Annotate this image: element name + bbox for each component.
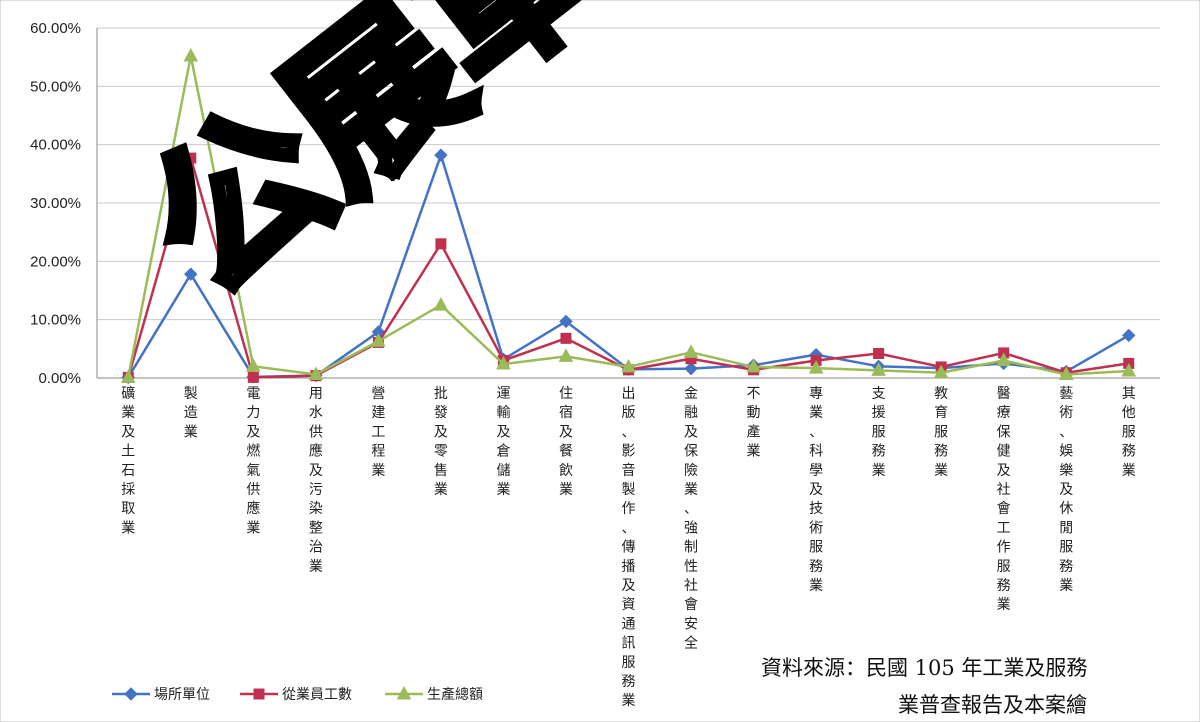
legend-marker bbox=[124, 687, 138, 701]
data-point bbox=[1122, 328, 1136, 343]
legend-label: 從業員工數 bbox=[282, 687, 352, 703]
x-category-label: 不動產業 bbox=[747, 386, 761, 460]
data-point bbox=[684, 361, 698, 376]
data-point bbox=[871, 362, 886, 376]
x-category-label: 醫療保健及社會工作服務業 bbox=[997, 386, 1011, 613]
x-category-label: 用水供應及污染整治業 bbox=[309, 386, 323, 575]
legend-item-2: 從業員工數 bbox=[240, 687, 352, 703]
data-point bbox=[183, 47, 199, 62]
data-point bbox=[746, 358, 761, 373]
data-point bbox=[496, 355, 511, 370]
data-point bbox=[1058, 366, 1074, 380]
x-category-label: 教育服務業 bbox=[934, 386, 948, 479]
series-layer bbox=[120, 47, 1137, 385]
data-point bbox=[873, 348, 885, 359]
x-category-label: 製造業 bbox=[184, 386, 198, 440]
y-tick-label: 40.00% bbox=[30, 137, 81, 154]
x-category-label: 運輸及倉儲業 bbox=[496, 386, 510, 498]
data-point bbox=[560, 332, 572, 344]
x-category-label: 營建工程業 bbox=[371, 386, 385, 479]
data-point bbox=[683, 344, 699, 358]
y-tick-label: 10.00% bbox=[30, 312, 81, 329]
data-point bbox=[245, 358, 261, 372]
data-point bbox=[621, 358, 636, 373]
x-category-label: 批發及零售業 bbox=[434, 386, 448, 498]
y-tick-label: 60.00% bbox=[30, 20, 81, 37]
y-tick-label: 30.00% bbox=[30, 195, 81, 212]
data-point bbox=[120, 369, 136, 383]
x-category-label: 電力及燃氣供應業 bbox=[246, 386, 260, 536]
data-point bbox=[1121, 362, 1137, 377]
data-point bbox=[559, 314, 573, 329]
x-category-label: 藝術、娛樂及休閒服務業 bbox=[1059, 386, 1073, 594]
y-axis: 0.00% 10.00% 20.00% 30.00% 40.00% 50.00% 60.00… bbox=[30, 20, 98, 387]
data-point bbox=[434, 148, 448, 162]
legend-label: 場所單位 bbox=[154, 687, 210, 703]
source-note-line-2: 業普查報告及本案繪 bbox=[898, 693, 1087, 717]
legend-marker bbox=[253, 688, 265, 700]
x-category-label: 金融及保險業、強制性社會安全 bbox=[684, 386, 698, 652]
legend: 場所單位 從業員工數 生產總額 bbox=[112, 685, 483, 703]
x-category-label: 出版、影音製作、傳播及資通訊服務業 bbox=[622, 386, 636, 709]
source-note-line-1: 資料來源：民國 105 年工業及服務 bbox=[761, 656, 1088, 680]
legend-marker bbox=[396, 685, 412, 700]
x-category-label: 其他服務業 bbox=[1122, 386, 1136, 479]
data-point bbox=[433, 297, 449, 311]
x-category-label: 住宿及餐飲業 bbox=[559, 386, 573, 498]
x-axis: 礦業及土石採取業 製造業 電力及燃氣供應業 用水供應及污染整治業 營建工程業 批發及零售業… bbox=[121, 385, 1135, 709]
y-tick-label: 20.00% bbox=[30, 253, 81, 270]
data-point bbox=[808, 360, 824, 374]
x-category-label: 礦業及土石採取業 bbox=[121, 385, 135, 536]
data-point bbox=[558, 348, 574, 362]
x-category-label: 支援服務業 bbox=[872, 386, 886, 479]
data-point bbox=[371, 333, 386, 347]
data-point bbox=[435, 238, 447, 250]
legend-label: 生產總額 bbox=[427, 686, 483, 703]
y-tick-label: 0.00% bbox=[38, 370, 81, 387]
x-category-label: 專業、科學及技術服務業 bbox=[809, 386, 823, 594]
legend-item-3: 生產總額 bbox=[385, 685, 483, 703]
data-point bbox=[933, 364, 949, 379]
y-tick-label: 50.00% bbox=[30, 78, 81, 95]
data-point bbox=[996, 352, 1012, 366]
data-point bbox=[308, 366, 324, 380]
data-point bbox=[185, 152, 197, 164]
legend-item-1: 場所單位 bbox=[112, 687, 210, 703]
data-point bbox=[247, 371, 259, 383]
series-3 bbox=[120, 47, 1137, 383]
data-point bbox=[184, 267, 198, 281]
